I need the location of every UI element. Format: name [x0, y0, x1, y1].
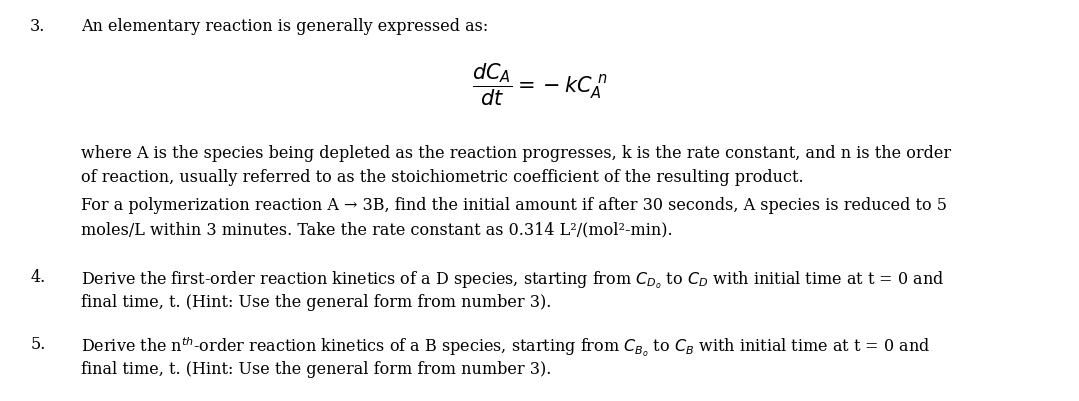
Text: Derive the n$^{th}$-order reaction kinetics of a B species, starting from $C_{B_: Derive the n$^{th}$-order reaction kinet… — [81, 335, 930, 358]
Text: 4.: 4. — [30, 269, 45, 286]
Text: $\dfrac{dC_A}{dt} = -kC_A^{\ n}$: $\dfrac{dC_A}{dt} = -kC_A^{\ n}$ — [472, 62, 607, 108]
Text: 5.: 5. — [30, 335, 45, 352]
Text: An elementary reaction is generally expressed as:: An elementary reaction is generally expr… — [81, 18, 488, 35]
Text: For a polymerization reaction A → 3B, find the initial amount if after 30 second: For a polymerization reaction A → 3B, fi… — [81, 196, 947, 213]
Text: moles/L within 3 minutes. Take the rate constant as 0.314 L²/(mol²-min).: moles/L within 3 minutes. Take the rate … — [81, 221, 672, 237]
Text: final time, t. (Hint: Use the general form from number 3).: final time, t. (Hint: Use the general fo… — [81, 294, 551, 310]
Text: of reaction, usually referred to as the stoichiometric coefficient of the result: of reaction, usually referred to as the … — [81, 168, 804, 185]
Text: 3.: 3. — [30, 18, 45, 35]
Text: Derive the first-order reaction kinetics of a D species, starting from $C_{D_o}$: Derive the first-order reaction kinetics… — [81, 269, 944, 290]
Text: where A is the species being depleted as the reaction progresses, k is the rate : where A is the species being depleted as… — [81, 144, 951, 161]
Text: final time, t. (Hint: Use the general form from number 3).: final time, t. (Hint: Use the general fo… — [81, 360, 551, 377]
